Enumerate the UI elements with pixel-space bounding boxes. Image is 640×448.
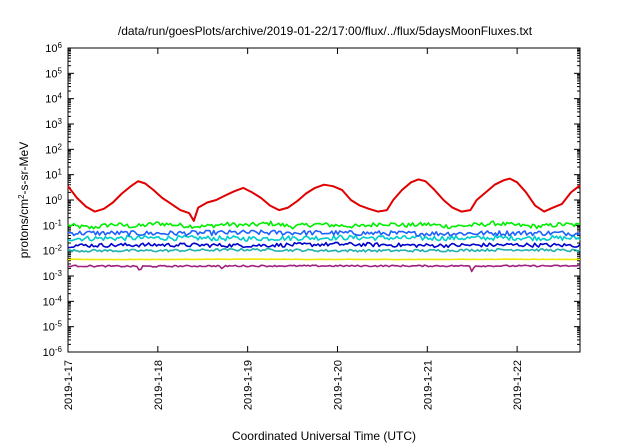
y-axis-title-exponent: 2 (17, 194, 26, 199)
y-tick-label: 104 (45, 91, 62, 106)
y-tick-label: 10-3 (43, 269, 63, 284)
y-tick-label: 10-4 (43, 294, 63, 309)
y-tick-label: 105 (45, 66, 62, 81)
y-tick-label: 106 (45, 41, 62, 56)
y-axis-title-part1: protons/cm (17, 199, 31, 258)
x-tick-label: 2019-1-22 (512, 360, 524, 410)
y-axis: 10-6 10-5 10-4 10-3 10-2 10-1 100 101 102 103 104 1… (43, 41, 580, 360)
series-line-4 (67, 229, 581, 237)
y-tick-label: 101 (45, 167, 62, 182)
series-layer (67, 177, 581, 273)
series-line-8 (67, 264, 581, 273)
x-tick-label: 2019-1-20 (332, 360, 344, 410)
x-tick-label: 2019-1-21 (422, 360, 434, 410)
series-line-2 (67, 220, 581, 230)
y-tick-label: 10-1 (43, 218, 63, 233)
series-line-3 (67, 234, 581, 242)
x-tick-label: 2019-1-19 (243, 360, 255, 410)
x-axis: 2019-1-17 2019-1-18 2019-1-19 2019-1-20 2019… (63, 48, 524, 410)
y-tick-label: 102 (45, 142, 62, 157)
y-axis-title: protons/cm2-s-sr-MeV (17, 142, 32, 258)
x-tick-label: 2019-1-18 (153, 360, 165, 410)
series-line-7 (67, 258, 581, 261)
y-axis-title-part2: -s-sr-MeV (17, 142, 31, 195)
series-line-1 (67, 177, 581, 222)
series-line-6 (67, 247, 581, 253)
plot-frame (67, 47, 581, 353)
y-tick-label: 10-6 (43, 345, 63, 360)
y-tick-label: 103 (45, 117, 62, 132)
x-axis-title: Coordinated Universal Time (UTC) (232, 429, 416, 443)
y-tick-label: 100 (45, 193, 62, 208)
x-tick-label: 2019-1-17 (63, 360, 75, 410)
y-tick-label: 10-2 (43, 243, 63, 258)
series-line-5 (68, 241, 581, 249)
y-tick-label: 10-5 (43, 319, 63, 334)
chart-title: /data/run/goesPlots/archive/2019-01-22/1… (118, 24, 533, 38)
